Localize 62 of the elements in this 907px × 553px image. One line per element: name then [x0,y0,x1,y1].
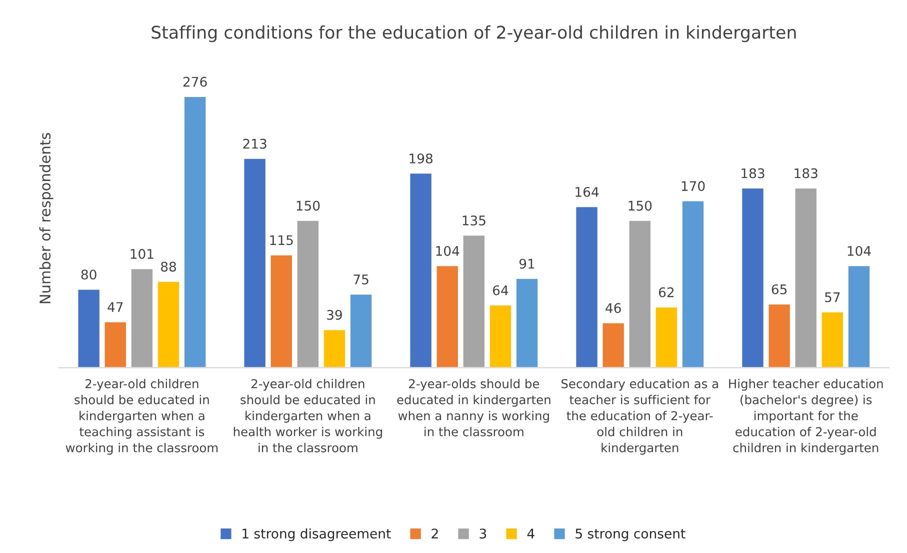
legend-label: 2 [432,528,438,538]
bar [628,220,652,368]
data-label: 213 [243,138,266,149]
x-tick-label: Higher teacher education (bachelor's degree) is important for the education of 2-year-old children in kindergarten [729,378,883,455]
data-label: 80 [81,270,96,280]
bar [242,158,267,368]
x-tick-label: 2-year-olds should be educated in kindergarten when a nanny is working in the classroom [397,378,550,436]
bar [601,322,626,368]
bar [654,306,678,368]
data-label: 65 [772,284,787,294]
data-label: 198 [410,154,432,164]
bar [269,254,294,368]
bar [515,278,540,368]
bar [767,303,792,368]
bar [847,264,871,368]
data-label: 104 [436,246,460,256]
data-label: 46 [606,303,621,313]
x-tick-label: 2-year-old children should be educated in kindergarten when a health worker is working in the classroom [234,378,382,452]
data-label: 47 [108,302,123,312]
bar [740,187,765,368]
bar [574,206,599,368]
legend-label: 4 [527,528,534,538]
data-label: 150 [296,200,320,211]
data-label: 104 [848,246,871,256]
data-label: 88 [161,262,176,272]
bar [349,293,374,368]
bar [183,96,208,368]
bar [794,187,818,368]
data-label: 57 [825,292,840,302]
data-label: 101 [130,248,154,259]
bar [156,280,180,368]
bar [296,220,320,368]
bar [103,320,128,368]
legend-label: 3 [480,528,486,539]
data-label: 62 [658,287,674,298]
bar [76,288,101,368]
data-label: 115 [270,235,293,246]
bar [488,304,512,368]
data-label: 64 [492,285,508,296]
data-label: 183 [742,168,764,178]
bar [820,310,844,368]
legend-label: 5 strong consent [576,528,686,542]
chart-title: Staffing conditions for the education of 2-year-old children in kindergarten [152,25,796,42]
data-label: 183 [794,168,818,178]
data-label: 75 [354,274,368,284]
y-axis-title: Number of respondents [39,132,54,304]
bar [322,328,346,368]
bar [408,172,433,368]
data-label: 91 [519,258,534,269]
data-label: 39 [327,310,342,320]
bar [130,268,154,368]
data-label: 164 [576,186,599,197]
data-label: 135 [462,215,486,226]
legend-label: 1 strong disagreement [242,528,391,542]
x-tick-label: 2-year-old children should be educated in kindergarten when a teaching assistant is working in the classroom [66,378,218,455]
bar [462,234,486,368]
bar [435,264,460,368]
data-label: 150 [628,200,652,211]
data-label: 170 [682,181,705,192]
x-tick-label: Secondary education as a teacher is sufficient for the education of 2-year- old children in kindergarten [562,378,718,455]
data-label: 276 [183,76,207,87]
bar [681,200,705,368]
